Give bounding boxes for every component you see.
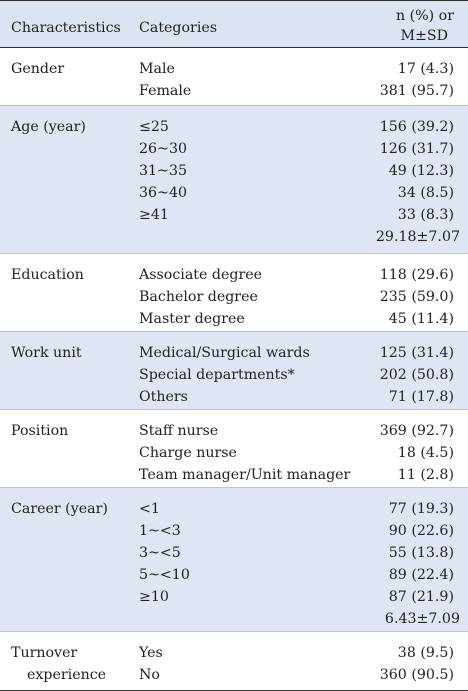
category-list: Male Female: [139, 58, 191, 102]
category-cell: Master degree: [139, 311, 245, 327]
category-cell: Associate degree: [139, 267, 263, 283]
category-cell: Staff nurse: [139, 423, 219, 439]
characteristic-label-line: experience: [27, 667, 107, 683]
value-list: 125 (31.4) 202 (50.8) 71 (17.8): [380, 342, 454, 408]
table-row-group: Turnover experience Yes No 38 (9.5) 360 (90.5…: [0, 632, 468, 691]
category-list: Yes No: [139, 642, 163, 686]
category-cell: Charge nurse: [139, 445, 237, 461]
category-cell: Others: [139, 389, 188, 405]
category-cell: Team manager/Unit manager: [139, 467, 351, 483]
characteristic-label: Work unit: [11, 342, 82, 364]
characteristic-label-line: Turnover: [11, 645, 78, 661]
value-cell: 34 (8.5): [397, 185, 454, 201]
value-cell: 17 (4.3): [397, 61, 454, 77]
table-header: Characteristics Categories n (%) or M±SD: [0, 0, 468, 48]
category-cell: Bachelor degree: [139, 289, 258, 305]
characteristic-label: Education: [11, 264, 84, 286]
category-list: Associate degree Bachelor degree Master de…: [139, 264, 262, 330]
characteristic-label-line: Age (year): [11, 119, 86, 135]
category-cell: Male: [139, 61, 175, 77]
characteristic-label-line: Position: [11, 423, 69, 439]
characteristic-label-line: Education: [11, 267, 84, 283]
value-cell: 89 (22.4): [388, 567, 454, 583]
category-cell: Medical/Surgical wards: [139, 345, 310, 361]
characteristic-label: Gender: [11, 58, 64, 80]
category-cell: 3~<5: [139, 545, 181, 561]
value-cell: 45 (11.4): [388, 311, 454, 327]
category-cell: <1: [139, 501, 160, 517]
table-row-group: Position Staff nurse Charge nurse Team mana…: [0, 410, 468, 488]
value-cell: 55 (13.8): [388, 545, 454, 561]
value-cell: 77 (19.3): [388, 501, 454, 517]
value-cell: 125 (31.4): [379, 345, 454, 361]
characteristic-label-line: Career (year): [11, 501, 108, 517]
characteristic-label-line: Work unit: [11, 345, 82, 361]
value-cell: 33 (8.3): [397, 207, 454, 223]
table-row-group: Age (year) ≤25 26~30 31~35 36~40 ≥41 156 (39.2…: [0, 106, 468, 254]
value-list: 118 (29.6) 235 (59.0) 45 (11.4): [380, 264, 454, 330]
value-cell: 6.43±7.09: [384, 611, 460, 627]
header-value-line2: M±SD: [400, 28, 448, 44]
value-cell: 90 (22.6): [388, 523, 454, 539]
category-cell: ≥41: [139, 207, 169, 223]
value-list: 77 (19.3) 90 (22.6) 55 (13.8) 89 (22.4) 87 (…: [385, 498, 460, 630]
category-list: <1 1~<3 3~<5 5~<10 ≥10: [139, 498, 190, 608]
category-cell: Female: [139, 83, 192, 99]
value-cell: 202 (50.8): [379, 367, 454, 383]
value-cell: 156 (39.2): [379, 119, 454, 135]
table-row-group: Work unit Medical/Surgical wards Special d…: [0, 332, 468, 410]
value-list: 369 (92.7) 18 (4.5) 11 (2.8): [380, 420, 454, 486]
table-row-group: Education Associate degree Bachelor degree…: [0, 254, 468, 332]
value-cell: 360 (90.5): [379, 667, 454, 683]
value-cell: 38 (9.5): [397, 645, 454, 661]
value-cell: 29.18±7.07: [375, 229, 460, 245]
value-cell: 87 (21.9): [388, 589, 454, 605]
value-cell: 235 (59.0): [379, 289, 454, 305]
category-list: ≤25 26~30 31~35 36~40 ≥41: [139, 116, 187, 226]
category-cell: No: [139, 667, 160, 683]
header-value-line1: n (%) or: [395, 8, 454, 24]
table-row-group: Career (year) <1 1~<3 3~<5 5~<10 ≥10 77 (19.3)…: [0, 488, 468, 632]
characteristic-label: Turnover experience: [11, 642, 106, 686]
value-cell: 11 (2.8): [397, 467, 454, 483]
value-cell: 118 (29.6): [379, 267, 454, 283]
category-cell: 26~30: [139, 141, 187, 157]
category-cell: ≥10: [139, 589, 169, 605]
value-list: 156 (39.2) 126 (31.7) 49 (12.3) 34 (8.5) 33 …: [376, 116, 460, 248]
value-cell: 369 (92.7): [379, 423, 454, 439]
value-cell: 71 (17.8): [388, 389, 454, 405]
header-characteristics: Characteristics: [11, 20, 121, 36]
category-list: Staff nurse Charge nurse Team manager/Unit…: [139, 420, 350, 486]
value-list: 17 (4.3) 381 (95.7): [380, 58, 454, 102]
category-cell: 1~<3: [139, 523, 181, 539]
category-cell: 31~35: [139, 163, 187, 179]
value-list: 38 (9.5) 360 (90.5): [380, 642, 454, 686]
category-cell: 36~40: [139, 185, 187, 201]
category-cell: ≤25: [139, 119, 169, 135]
characteristic-label: Age (year): [11, 116, 86, 138]
value-cell: 49 (12.3): [388, 163, 454, 179]
characteristic-label: Career (year): [11, 498, 108, 520]
value-cell: 18 (4.5): [397, 445, 454, 461]
category-cell: Special departments*: [139, 367, 295, 383]
value-cell: 381 (95.7): [379, 83, 454, 99]
category-list: Medical/Surgical wards Special department…: [139, 342, 310, 408]
characteristic-label: Position: [11, 420, 68, 442]
value-cell: 126 (31.7): [379, 141, 454, 157]
category-cell: 5~<10: [139, 567, 190, 583]
header-categories: Categories: [139, 20, 218, 36]
characteristic-label-line: Gender: [11, 61, 65, 77]
table-row-group: Gender Male Female 17 (4.3) 381 (95.7): [0, 48, 468, 106]
category-cell: Yes: [139, 645, 163, 661]
